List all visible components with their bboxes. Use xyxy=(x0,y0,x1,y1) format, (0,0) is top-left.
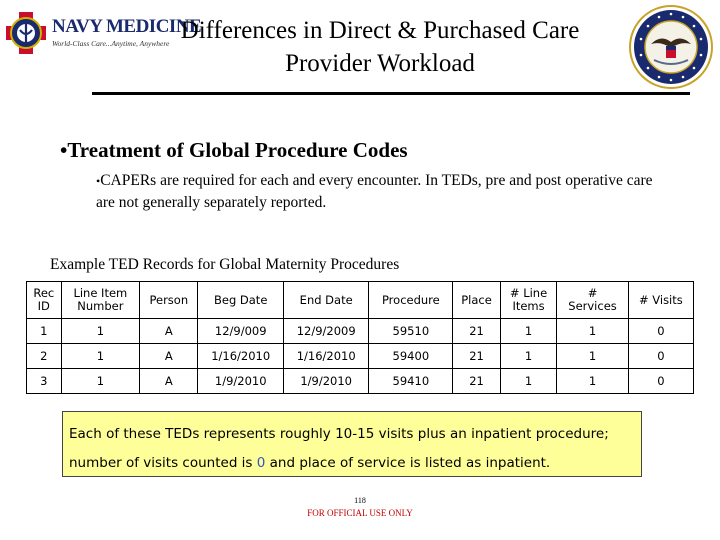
cell-services: 1 xyxy=(556,318,629,344)
cell-visits: 0 xyxy=(627,318,695,344)
cell-beg-date: 1/9/2010 xyxy=(197,368,284,394)
cell-beg-date: 12/9/009 xyxy=(197,318,284,344)
page-title: Differences in Direct & Purchased Care P… xyxy=(140,14,620,80)
sub-bullet-text: CAPERs are required for each and every e… xyxy=(96,172,653,211)
column-header-text: Line Item xyxy=(73,286,128,300)
table-row: 1 1 A 12/9/009 12/9/2009 59510 21 1 1 0 xyxy=(26,318,695,344)
main-bullet: •Treatment of Global Procedure Codes xyxy=(60,138,408,162)
cell-line-items: 1 xyxy=(499,318,558,344)
title-divider xyxy=(92,92,690,95)
cell-rec-id: 2 xyxy=(26,343,62,369)
cell-procedure: 59400 xyxy=(368,343,454,369)
column-header-procedure: Procedure xyxy=(368,281,454,319)
column-header-text: Person xyxy=(149,292,189,307)
title-line-2: Provider Workload xyxy=(285,50,475,77)
column-header-text: # xyxy=(587,286,598,300)
column-header-text: ID xyxy=(37,299,50,313)
table-body: 1 1 A 12/9/009 12/9/2009 59510 21 1 1 0 2 1 A 1/16/20… xyxy=(26,318,695,394)
cell-visits: 0 xyxy=(627,368,695,394)
note-highlight-value: 0 xyxy=(256,455,266,471)
column-header-place: Place xyxy=(452,281,501,319)
cell-person: A xyxy=(139,318,199,344)
table-caption: Example TED Records for Global Maternity… xyxy=(50,256,400,273)
sub-bullet-marker: • xyxy=(96,174,101,188)
column-header-text: # Line xyxy=(509,286,548,300)
cell-person: A xyxy=(139,368,199,394)
note-line-2-post: and place of service is listed as inpati… xyxy=(265,455,551,471)
title-line-1: Differences in Direct & Purchased Care xyxy=(180,17,580,44)
column-header-rec-id: Rec ID xyxy=(26,281,62,319)
sub-bullet: •CAPERs are required for each and every … xyxy=(96,170,656,214)
ted-records-table: Rec ID Line Item Number Person Beg Date End Da… xyxy=(26,281,695,394)
department-of-navy-seal-icon xyxy=(629,5,713,89)
note-box: Each of these TEDs represents roughly 10… xyxy=(62,411,642,477)
cell-services: 1 xyxy=(556,368,629,394)
table-header-row: Rec ID Line Item Number Person Beg Date End Da… xyxy=(26,281,695,319)
cell-person: A xyxy=(139,343,199,369)
cell-services: 1 xyxy=(556,343,629,369)
classification-footer: FOR OFFICIAL USE ONLY xyxy=(307,508,413,518)
logo-tagline: World-Class Care...Anytime, Anywhere xyxy=(52,39,170,48)
table-row: 2 1 A 1/16/2010 1/16/2010 59400 21 1 1 0 xyxy=(26,343,695,369)
column-header-line-items: # Line Items xyxy=(499,281,558,319)
column-header-text: Beg Date xyxy=(213,292,268,307)
table-row: 3 1 A 1/9/2010 1/9/2010 59410 21 1 1 0 xyxy=(26,368,695,394)
cell-place: 21 xyxy=(452,343,501,369)
column-header-text: Procedure xyxy=(381,292,440,307)
navy-medicine-emblem-icon xyxy=(6,12,46,54)
cell-end-date: 12/9/2009 xyxy=(282,318,370,344)
cell-line-items: 1 xyxy=(499,343,558,369)
note-line-2-pre: number of visits counted is xyxy=(69,455,257,471)
note-line-1: Each of these TEDs represents roughly 10… xyxy=(69,426,609,442)
column-header-beg-date: Beg Date xyxy=(197,281,284,319)
cell-place: 21 xyxy=(452,368,501,394)
column-header-visits: # Visits xyxy=(627,281,695,319)
column-header-text: Number xyxy=(77,299,124,313)
column-header-services: # Services xyxy=(556,281,629,319)
cell-line-items: 1 xyxy=(499,368,558,394)
note-line-2: number of visits counted is 0 and place … xyxy=(69,449,635,478)
column-header-line-item-number: Line Item Number xyxy=(60,281,141,319)
column-header-text: Rec xyxy=(33,286,55,300)
cell-place: 21 xyxy=(452,318,501,344)
main-bullet-text: Treatment of Global Procedure Codes xyxy=(67,138,408,162)
cell-beg-date: 1/16/2010 xyxy=(197,343,284,369)
column-header-text: End Date xyxy=(299,292,353,307)
logo-text: NAVY MEDICINE xyxy=(52,16,202,37)
cell-rec-id: 3 xyxy=(26,368,62,394)
column-header-text: Services xyxy=(568,299,617,313)
navy-medicine-logo: NAVY MEDICINE World-Class Care...Anytime… xyxy=(4,8,202,58)
cell-end-date: 1/16/2010 xyxy=(282,343,370,369)
column-header-text: Items xyxy=(512,299,545,313)
column-header-end-date: End Date xyxy=(282,281,370,319)
column-header-text: Place xyxy=(461,292,492,307)
cell-line-item-number: 1 xyxy=(60,318,141,344)
cell-line-item-number: 1 xyxy=(60,368,141,394)
column-header-text: # Visits xyxy=(638,292,683,307)
cell-end-date: 1/9/2010 xyxy=(282,368,370,394)
cell-visits: 0 xyxy=(627,343,695,369)
cell-rec-id: 1 xyxy=(26,318,62,344)
column-header-person: Person xyxy=(139,281,199,319)
cell-procedure: 59410 xyxy=(368,368,454,394)
cell-line-item-number: 1 xyxy=(60,343,141,369)
page-number: 118 xyxy=(354,496,366,505)
cell-procedure: 59510 xyxy=(368,318,454,344)
